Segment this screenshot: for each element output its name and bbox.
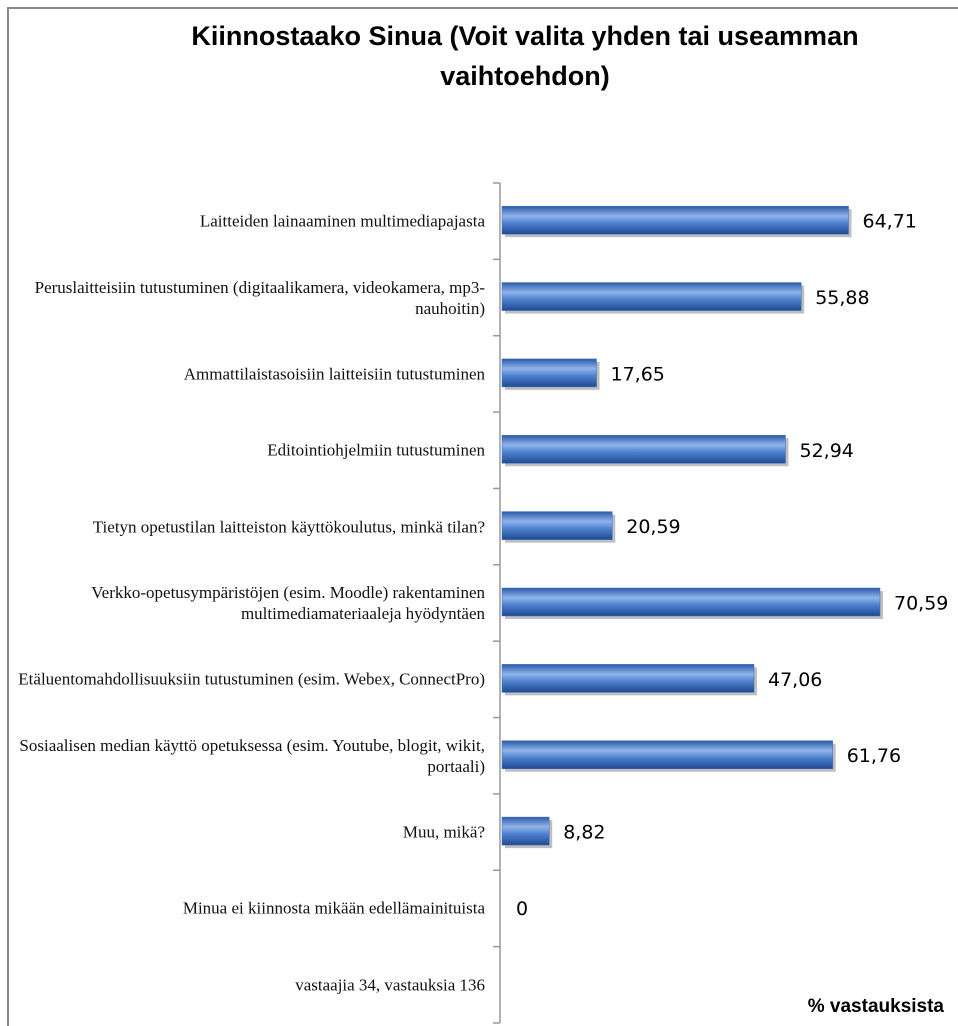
data-label: 20,59 <box>626 516 680 538</box>
data-label: 64,71 <box>863 211 917 233</box>
axis-label: % vastauksista <box>807 996 944 1017</box>
y-tick-label: Ammattilaistasoisiin laitteisiin tutustu… <box>183 364 485 384</box>
bar <box>501 282 802 311</box>
y-tick-label: vastaajia 34, vastauksia 136 <box>295 975 485 995</box>
y-tick-label: Sosiaalisen median käyttö opetuksessa (e… <box>19 735 485 776</box>
y-tick-label: Editointiohjelmiin tutustuminen <box>267 440 485 460</box>
data-label: 47,06 <box>768 669 822 691</box>
y-tick-label: Minua ei kiinnosta mikään edellämainitui… <box>182 898 485 918</box>
y-tick-label: Etäluentomahdollisuuksiin tutustuminen (… <box>18 669 485 689</box>
bar <box>501 740 833 769</box>
data-label: 52,94 <box>799 440 853 462</box>
y-tick-label: Peruslaitteisiin tutustuminen (digitaali… <box>34 277 485 318</box>
chart-title: Kiinnostaako Sinua (Voit valita yhden ta… <box>191 21 859 91</box>
frame <box>7 7 958 1026</box>
bar <box>501 664 755 693</box>
bar <box>501 816 550 846</box>
data-label: 70,59 <box>894 593 948 615</box>
bar <box>501 435 786 464</box>
y-tick-label: Muu, mikä? <box>402 822 485 842</box>
data-label: 0 <box>516 898 528 920</box>
data-label: 8,82 <box>563 822 605 844</box>
y-tick-label: Verkko-opetusympäristöjen (esim. Moodle)… <box>91 583 485 623</box>
bar <box>501 511 613 540</box>
bar <box>501 358 597 388</box>
data-label: 17,65 <box>611 363 665 385</box>
data-label: 55,88 <box>815 287 869 309</box>
y-tick-label: Laitteiden lainaaminen multimediapajasta <box>199 211 485 231</box>
bar <box>501 587 881 617</box>
data-label: 61,76 <box>847 745 901 767</box>
y-tick-label: Tietyn opetustilan laitteiston käyttökou… <box>92 517 485 537</box>
bar <box>501 205 849 235</box>
